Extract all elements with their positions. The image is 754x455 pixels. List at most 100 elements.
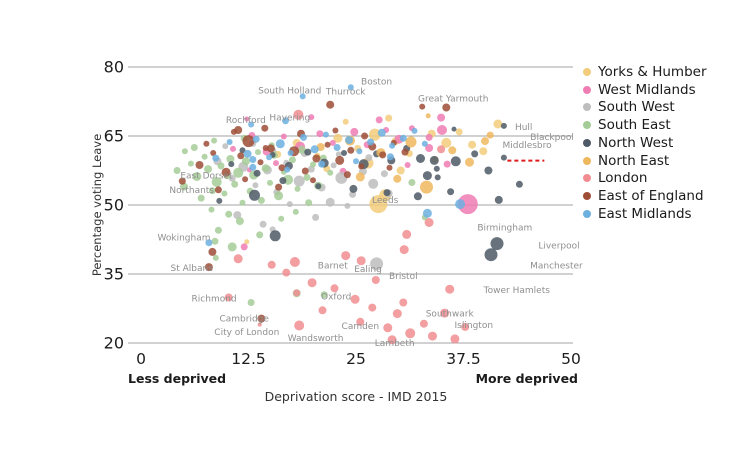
city-label: Wokingham — [158, 234, 211, 244]
data-point — [210, 150, 217, 156]
legend-item-east-midlands: East Midlands — [583, 205, 707, 223]
data-point — [249, 189, 260, 201]
y-tick-label: 65 — [104, 127, 124, 146]
data-point — [450, 334, 460, 344]
data-point — [247, 299, 255, 306]
data-point — [288, 156, 296, 164]
data-point — [239, 199, 246, 206]
data-point — [267, 179, 273, 186]
legend-item-east-of-england: East of England — [583, 187, 707, 205]
legend-swatch-icon — [583, 138, 591, 147]
data-point — [437, 145, 446, 154]
data-point — [310, 177, 316, 184]
city-label: Camden — [342, 322, 380, 332]
data-point — [242, 135, 255, 148]
data-point — [237, 152, 245, 160]
city-label: Blackpool — [530, 133, 574, 143]
data-point — [261, 124, 269, 132]
data-point — [211, 177, 222, 187]
city-label: East Dorset — [180, 172, 233, 182]
data-point — [257, 196, 265, 204]
data-point — [455, 199, 466, 210]
x-axis-title: Deprivation score - IMD 2015 — [264, 389, 448, 404]
legend-swatch-icon — [583, 174, 591, 183]
data-point — [515, 180, 523, 188]
data-point — [243, 149, 252, 158]
data-point — [455, 128, 463, 136]
data-point — [310, 145, 319, 154]
data-point — [383, 189, 391, 197]
data-point — [329, 139, 336, 146]
data-point — [192, 172, 202, 181]
data-point — [266, 154, 273, 161]
data-point — [284, 166, 291, 173]
city-label: Cambridge — [219, 315, 269, 325]
data-point — [252, 182, 259, 189]
data-point — [310, 161, 316, 168]
data-point — [227, 242, 237, 252]
data-point — [233, 254, 243, 264]
data-point — [387, 335, 397, 345]
more-deprived-caption: More deprived — [475, 371, 578, 386]
y-tick-label: 50 — [104, 196, 124, 215]
data-point — [437, 125, 447, 135]
data-point — [208, 247, 217, 256]
data-point — [197, 194, 205, 202]
data-point — [212, 154, 220, 162]
city-label: Ealing — [354, 265, 382, 275]
data-point — [244, 239, 250, 245]
data-point — [208, 187, 216, 195]
data-point — [286, 201, 293, 208]
legend-label: Yorks & Humber — [598, 63, 707, 80]
data-point — [252, 135, 260, 143]
legend-swatch-icon — [583, 103, 591, 112]
x-tick-label: 25 — [346, 350, 366, 368]
data-point — [279, 177, 287, 185]
data-point — [368, 303, 377, 312]
data-point — [253, 169, 261, 177]
data-point — [312, 154, 321, 163]
data-point — [261, 164, 270, 173]
y-axis-title: Percentage voting Leave — [90, 133, 104, 277]
data-point — [224, 293, 233, 302]
legend-item-south-west: South West — [583, 99, 707, 117]
city-label: Oxford — [321, 293, 351, 303]
data-point — [350, 294, 360, 304]
data-point — [350, 127, 359, 136]
data-point — [204, 263, 213, 272]
data-point — [266, 144, 275, 153]
data-point — [280, 133, 287, 140]
data-point — [356, 256, 366, 266]
data-point — [228, 174, 236, 182]
data-point — [367, 138, 375, 146]
city-label: Rochford — [226, 116, 266, 126]
data-point — [303, 173, 311, 181]
data-point — [308, 114, 315, 121]
data-point — [493, 119, 503, 129]
data-point — [205, 239, 213, 247]
data-point — [326, 100, 335, 109]
data-point — [294, 185, 301, 192]
data-point — [484, 166, 493, 175]
data-point — [441, 137, 452, 148]
data-point — [287, 150, 294, 156]
data-point — [486, 131, 494, 139]
data-point — [465, 157, 474, 167]
city-label: St Albans — [171, 264, 214, 274]
city-label: Manchester — [530, 262, 583, 272]
data-point — [222, 143, 229, 150]
data-point — [420, 180, 433, 194]
data-point — [274, 191, 284, 201]
data-point — [332, 127, 339, 134]
city-label: Great Yarmouth — [418, 94, 488, 104]
data-point — [341, 150, 347, 156]
data-point — [282, 268, 291, 277]
data-point — [365, 154, 373, 162]
data-point — [257, 314, 266, 323]
data-point — [333, 144, 341, 151]
data-point — [180, 182, 188, 191]
data-point — [307, 278, 317, 288]
legend-swatch-icon — [583, 209, 591, 218]
